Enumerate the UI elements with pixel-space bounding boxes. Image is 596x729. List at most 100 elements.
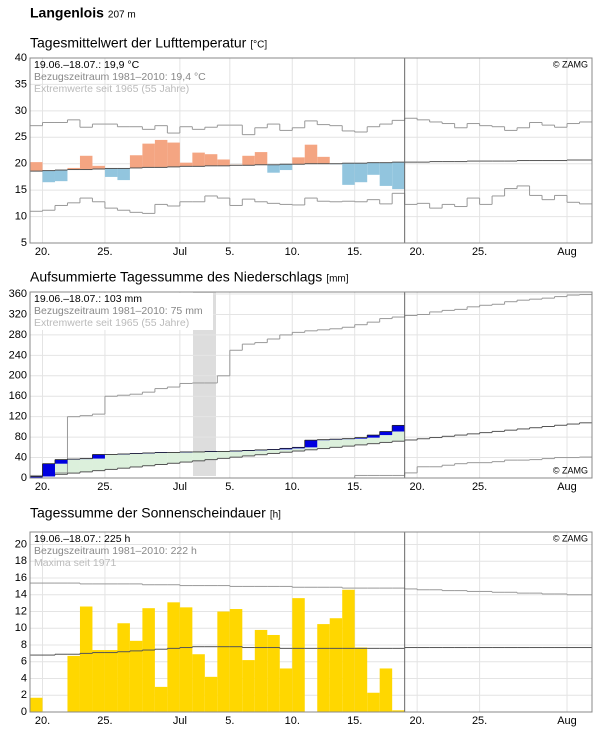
daily-increment [279, 448, 293, 450]
legend-entry: Extremwerte seit 1965 (55 Jahre) [34, 83, 189, 95]
x-tick-label: 20. [35, 715, 50, 727]
legend-entry: Bezugszeitraum 1981–2010: 75 mm [34, 305, 203, 317]
surplus-area [204, 451, 218, 460]
x-tick-label: 20. [35, 246, 50, 258]
y-tick-label: 20 [15, 538, 27, 550]
legend-entry: 19.06.–18.07.: 225 h [34, 533, 130, 545]
chart-title: Tagesmittelwert der Lufttemperatur [30, 35, 247, 51]
y-tick-label: 25 [15, 131, 27, 143]
surplus-area [217, 451, 230, 459]
x-tick-label: 20. [410, 246, 425, 258]
surplus-area [67, 459, 80, 474]
x-tick-label: 20. [410, 715, 425, 727]
x-tick-label: 15. [347, 246, 362, 258]
surplus-area [154, 452, 168, 465]
y-tick-label: 10 [15, 210, 27, 222]
bar [317, 624, 330, 712]
bar [229, 609, 243, 712]
anomaly-bar [92, 165, 105, 169]
legend-entry: 19.06.–18.07.: 19,9 °C [34, 59, 140, 71]
anomaly-bar [104, 168, 118, 177]
daily-increment [392, 425, 405, 432]
x-tick-label: 25. [472, 481, 487, 493]
chart-unit: [h] [270, 510, 281, 521]
surplus-area [279, 448, 293, 453]
x-tick-label: 10. [285, 481, 300, 493]
legend-entry: Maxima seit 1971 [34, 557, 116, 569]
legend-entry: Bezugszeitraum 1981–2010: 19,4 °C [34, 71, 206, 83]
bar [79, 606, 93, 712]
anomaly-bar [67, 167, 80, 170]
x-tick-label: Jul [173, 246, 187, 258]
anomaly-bar [42, 170, 55, 183]
bar [179, 607, 193, 712]
y-tick-label: 8 [21, 639, 27, 651]
x-tick-label: Aug [557, 481, 577, 493]
anomaly-bar [354, 163, 368, 183]
anomaly-bar [154, 139, 168, 168]
daily-increment [304, 440, 318, 448]
anomaly-bar [379, 162, 393, 186]
chart-title: Tagessumme der Sonnenscheindauer [30, 505, 266, 521]
anomaly-bar [217, 159, 230, 166]
anomaly-bar [292, 157, 305, 165]
daily-increment [354, 437, 368, 439]
x-tick-label: 5. [225, 481, 234, 493]
surplus-area [317, 439, 330, 449]
y-tick-label: 0 [21, 706, 27, 718]
y-tick-label: 15 [15, 184, 27, 196]
surplus-area [117, 453, 130, 469]
x-tick-label: 15. [347, 715, 362, 727]
bar [354, 647, 368, 712]
anomaly-bar [279, 164, 293, 171]
surplus-area [167, 452, 180, 464]
legend-entry: Extremwerte seit 1965 (55 Jahre) [34, 317, 189, 329]
y-tick-label: 120 [9, 411, 27, 423]
credit: © ZAMG [553, 465, 588, 475]
bar [104, 650, 118, 712]
y-tick-label: 0 [21, 472, 27, 484]
surplus-area [379, 431, 393, 443]
anomaly-bar [30, 162, 43, 172]
bar [367, 692, 380, 712]
y-tick-label: 18 [15, 555, 27, 567]
daily-increment [292, 447, 305, 449]
bar [379, 668, 393, 712]
daily-increment [54, 459, 68, 464]
surplus-area [329, 439, 343, 448]
y-tick-label: 20 [15, 158, 27, 170]
surplus-area [142, 452, 155, 466]
y-tick-label: 10 [15, 622, 27, 634]
y-tick-label: 6 [21, 656, 27, 668]
y-tick-label: 12 [15, 605, 27, 617]
surplus-area [342, 438, 355, 447]
x-tick-label: 25. [97, 481, 112, 493]
surplus-area [267, 449, 280, 454]
x-tick-label: 5. [225, 246, 234, 258]
y-tick-label: 200 [9, 370, 27, 382]
anomaly-bar [242, 155, 255, 166]
bar [254, 629, 268, 712]
y-tick-label: 35 [15, 78, 27, 90]
bar [329, 618, 343, 712]
surplus-area [179, 451, 193, 463]
plot-frame [29, 291, 593, 479]
anomaly-bar [367, 162, 380, 175]
bar [167, 602, 180, 712]
credit: © ZAMG [553, 59, 588, 69]
bar [92, 650, 105, 712]
anomaly-bar [79, 155, 93, 170]
x-tick-label: 15. [347, 481, 362, 493]
chart-title: Aufsummierte Tagessumme des Niederschlag… [30, 269, 322, 285]
bar [30, 697, 43, 712]
daily-increment [379, 431, 393, 436]
surplus-area [104, 454, 118, 470]
x-tick-label: 5. [225, 715, 234, 727]
bar [67, 655, 80, 712]
bar [192, 654, 205, 712]
bar [142, 608, 155, 712]
x-tick-label: 25. [97, 715, 112, 727]
x-tick-label: 10. [285, 246, 300, 258]
anomaly-bar [267, 164, 280, 173]
